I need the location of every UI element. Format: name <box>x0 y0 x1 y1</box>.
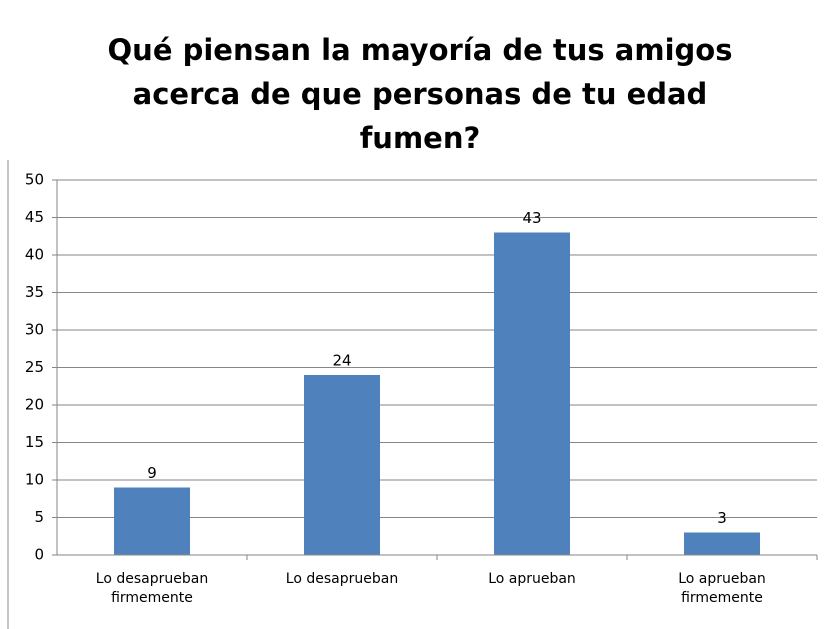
bar <box>114 487 190 555</box>
x-tick-label: Lo desaprueban firmemente <box>95 571 209 606</box>
x-tick-label: Lo aprueban firmemente <box>678 571 766 606</box>
data-label: 43 <box>522 209 541 227</box>
data-label: 3 <box>717 509 727 527</box>
y-tick-label: 0 <box>34 546 44 564</box>
y-tick-label: 35 <box>25 283 44 301</box>
bar <box>304 375 380 555</box>
chart-title: Qué piensan la mayoría de tus amigos ace… <box>107 33 733 155</box>
y-tick-label: 15 <box>25 433 44 451</box>
y-tick-label: 5 <box>34 508 44 526</box>
data-label: 9 <box>147 464 157 482</box>
bar <box>684 532 760 555</box>
y-tick-label: 45 <box>25 208 44 226</box>
y-tick-label: 40 <box>25 246 44 264</box>
bar <box>494 232 570 555</box>
y-tick-label: 10 <box>25 471 44 489</box>
y-tick-label: 50 <box>25 171 44 189</box>
data-label: 24 <box>332 352 351 370</box>
x-tick-label: Lo aprueban <box>488 571 576 587</box>
y-tick-label: 20 <box>25 396 44 414</box>
y-tick-label: 25 <box>25 358 44 376</box>
y-tick-label: 30 <box>25 321 44 339</box>
x-tick-label: Lo desaprueban <box>285 571 399 587</box>
